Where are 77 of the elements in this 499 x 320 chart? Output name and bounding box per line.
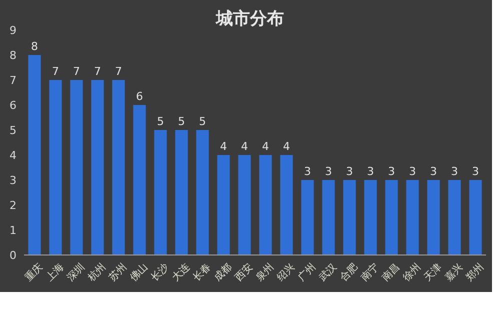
x-tick-label: 长沙: [148, 261, 172, 284]
y-tick-label: 3: [10, 174, 16, 187]
bar: [238, 155, 251, 255]
bar: [427, 180, 440, 255]
data-label: 3: [430, 165, 437, 178]
data-label: 3: [304, 165, 311, 178]
data-label: 8: [31, 40, 38, 53]
x-tick-label: 佛山: [128, 261, 150, 284]
x-tick-label: 杭州: [84, 261, 108, 284]
x-tick-label: 长春: [190, 261, 214, 284]
x-tick-label: 上海: [44, 261, 66, 284]
data-label: 3: [367, 165, 374, 178]
y-tick-label: 7: [10, 74, 16, 87]
bar: [385, 180, 398, 255]
bar: [175, 130, 188, 255]
bar: [70, 80, 83, 255]
y-tick-label: 4: [10, 149, 16, 162]
data-label: 7: [115, 65, 122, 78]
bar: [217, 155, 230, 255]
chart-title: 城市分布: [215, 9, 284, 29]
bar: [259, 155, 272, 255]
x-tick-label: 嘉兴: [442, 261, 466, 284]
x-tick-label: 苏州: [106, 261, 130, 284]
x-tick-label: 合肥: [338, 261, 360, 284]
data-label: 3: [409, 165, 416, 178]
x-tick-label: 深圳: [64, 261, 88, 284]
data-label: 4: [220, 140, 227, 153]
bar: [448, 180, 461, 255]
data-label: 3: [388, 165, 395, 178]
data-label: 4: [283, 140, 290, 153]
bar: [280, 155, 293, 255]
x-tick-label: 泉州: [254, 261, 276, 284]
x-tick-label: 南昌: [380, 261, 402, 284]
x-tick-label: 成都: [212, 261, 234, 284]
x-tick-label: 西安: [232, 261, 256, 284]
data-label: 5: [157, 115, 164, 128]
x-tick-label: 天津: [422, 261, 444, 284]
bar: [301, 180, 314, 255]
y-tick-label: 0: [10, 249, 16, 262]
bar: [91, 80, 104, 255]
data-label: 7: [52, 65, 59, 78]
bar: [364, 180, 377, 255]
data-label: 3: [451, 165, 458, 178]
x-tick-label: 南宁: [358, 261, 382, 284]
y-tick-label: 2: [10, 199, 16, 212]
x-tick-label: 徐州: [400, 261, 424, 284]
x-tick-label: 郑州: [464, 261, 486, 284]
y-tick-label: 8: [10, 49, 16, 62]
bar: [343, 180, 356, 255]
bar: [112, 80, 125, 255]
bar: [469, 180, 482, 255]
data-label: 4: [241, 140, 248, 153]
bar: [322, 180, 335, 255]
y-tick-label: 1: [10, 224, 16, 237]
data-label: 7: [94, 65, 101, 78]
data-label: 3: [346, 165, 353, 178]
bar: [28, 55, 41, 255]
y-tick-label: 6: [10, 99, 16, 112]
data-label: 5: [178, 115, 185, 128]
x-tick-label: 大连: [170, 261, 192, 284]
data-label: 6: [136, 90, 143, 103]
y-tick-label: 9: [10, 24, 16, 37]
bar: [406, 180, 419, 255]
bar: [49, 80, 62, 255]
x-tick-label: 重庆: [22, 261, 46, 284]
bar: [196, 130, 209, 255]
x-tick-label: 武汉: [316, 261, 340, 284]
data-label: 4: [262, 140, 269, 153]
data-label: 5: [199, 115, 206, 128]
data-label: 3: [325, 165, 332, 178]
bar: [154, 130, 167, 255]
data-label: 3: [472, 165, 479, 178]
x-tick-label: 绍兴: [274, 261, 298, 284]
x-tick-label: 广州: [296, 261, 318, 284]
bar: [133, 105, 146, 255]
data-label: 7: [73, 65, 80, 78]
y-tick-label: 5: [10, 124, 16, 137]
